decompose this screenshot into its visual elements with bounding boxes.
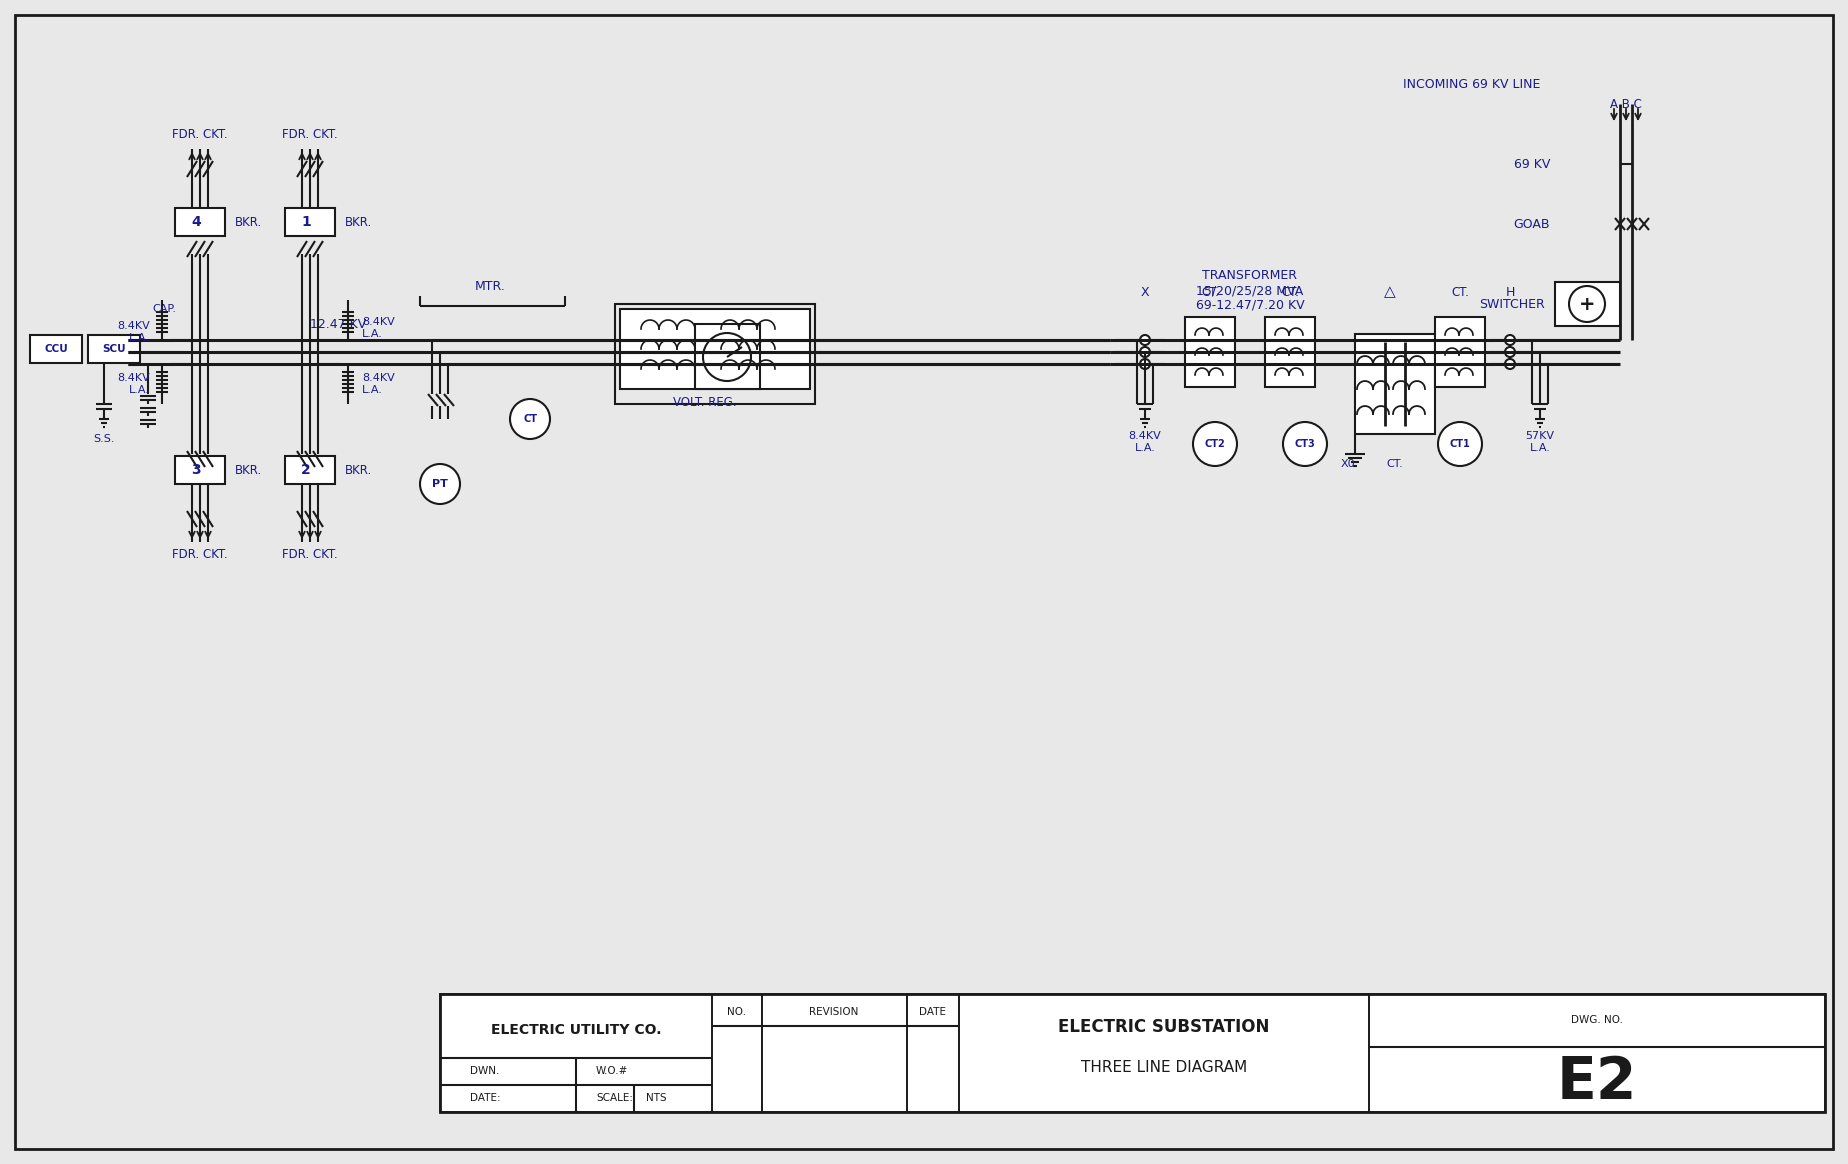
Circle shape bbox=[1569, 286, 1606, 322]
Text: 8.4KV
L.A.: 8.4KV L.A. bbox=[1129, 431, 1161, 453]
Text: H: H bbox=[1506, 285, 1515, 298]
Text: ELECTRIC SUBSTATION: ELECTRIC SUBSTATION bbox=[1059, 1018, 1270, 1036]
Text: ELECTRIC UTILITY CO.: ELECTRIC UTILITY CO. bbox=[492, 1023, 662, 1037]
Text: VOLT. REG.: VOLT. REG. bbox=[673, 396, 737, 409]
Text: CT.: CT. bbox=[1281, 285, 1299, 298]
Bar bbox=[1554, 282, 1621, 326]
Text: DWN.: DWN. bbox=[469, 1066, 499, 1076]
Bar bbox=[907, 994, 959, 1112]
Text: X: X bbox=[1140, 285, 1149, 298]
Text: A B C: A B C bbox=[1610, 98, 1641, 111]
Bar bbox=[89, 335, 140, 363]
Text: THREE LINE DIAGRAM: THREE LINE DIAGRAM bbox=[1081, 1059, 1247, 1074]
Text: CT3: CT3 bbox=[1295, 439, 1316, 449]
Text: 8.4KV
L.A.: 8.4KV L.A. bbox=[116, 374, 150, 395]
Bar bbox=[1266, 317, 1316, 386]
Bar bbox=[619, 308, 809, 389]
Circle shape bbox=[1140, 359, 1149, 369]
Circle shape bbox=[510, 399, 551, 439]
Text: NTS: NTS bbox=[647, 1093, 667, 1103]
Text: BKR.: BKR. bbox=[235, 463, 262, 476]
Bar bbox=[1355, 334, 1436, 434]
Text: FDR. CKT.: FDR. CKT. bbox=[172, 547, 227, 561]
Text: 69 KV: 69 KV bbox=[1514, 157, 1550, 170]
Text: 8.4KV
L.A.: 8.4KV L.A. bbox=[362, 318, 395, 339]
Text: BKR.: BKR. bbox=[346, 463, 371, 476]
Bar bbox=[176, 456, 225, 484]
Circle shape bbox=[1194, 423, 1236, 466]
Text: DATE: DATE bbox=[920, 1007, 946, 1017]
Text: E2: E2 bbox=[1556, 1053, 1637, 1110]
Text: TRANSFORMER
15/20/25/28 MVA
69-12.47/7.20 KV: TRANSFORMER 15/20/25/28 MVA 69-12.47/7.2… bbox=[1196, 269, 1305, 312]
Text: S.S.: S.S. bbox=[92, 434, 115, 443]
Bar bbox=[285, 456, 334, 484]
Bar bbox=[1369, 994, 1826, 1112]
Text: FDR. CKT.: FDR. CKT. bbox=[283, 128, 338, 141]
Text: CT1: CT1 bbox=[1449, 439, 1471, 449]
Bar bbox=[285, 208, 334, 236]
Circle shape bbox=[1140, 347, 1149, 357]
Circle shape bbox=[1438, 423, 1482, 466]
Text: 1: 1 bbox=[301, 215, 310, 229]
Text: X0: X0 bbox=[1340, 459, 1355, 469]
Text: 57KV
L.A.: 57KV L.A. bbox=[1525, 431, 1554, 453]
Text: GOAB: GOAB bbox=[1514, 218, 1550, 230]
Bar bbox=[1185, 317, 1234, 386]
Text: 8.4KV
L.A.: 8.4KV L.A. bbox=[362, 374, 395, 395]
Text: SWITCHER: SWITCHER bbox=[1478, 298, 1545, 311]
Text: CAP.: CAP. bbox=[152, 304, 176, 314]
Bar bbox=[1436, 317, 1486, 386]
Bar bbox=[761, 994, 907, 1112]
Text: REVISION: REVISION bbox=[809, 1007, 859, 1017]
Text: DATE:: DATE: bbox=[469, 1093, 501, 1103]
Bar bbox=[615, 304, 815, 404]
Text: CT: CT bbox=[523, 414, 538, 424]
Bar bbox=[30, 335, 81, 363]
Text: 3: 3 bbox=[190, 463, 201, 477]
Text: BKR.: BKR. bbox=[346, 215, 371, 228]
Circle shape bbox=[1504, 359, 1515, 369]
Circle shape bbox=[702, 333, 750, 381]
Text: FDR. CKT.: FDR. CKT. bbox=[283, 547, 338, 561]
Text: DWG. NO.: DWG. NO. bbox=[1571, 1015, 1623, 1025]
Circle shape bbox=[1504, 335, 1515, 345]
Text: INCOMING 69 KV LINE: INCOMING 69 KV LINE bbox=[1403, 78, 1539, 91]
Text: +: + bbox=[1578, 294, 1595, 313]
Bar bbox=[695, 324, 760, 389]
Bar bbox=[711, 994, 761, 1112]
Text: CT.: CT. bbox=[1201, 285, 1220, 298]
Text: CT.: CT. bbox=[1451, 285, 1469, 298]
Text: BKR.: BKR. bbox=[235, 215, 262, 228]
Circle shape bbox=[1504, 347, 1515, 357]
Text: CT2: CT2 bbox=[1205, 439, 1225, 449]
Text: 4: 4 bbox=[190, 215, 201, 229]
Text: PT: PT bbox=[432, 480, 447, 489]
Circle shape bbox=[419, 464, 460, 504]
Text: 8.4KV
L.A.: 8.4KV L.A. bbox=[116, 321, 150, 343]
Text: NO.: NO. bbox=[728, 1007, 747, 1017]
Circle shape bbox=[1140, 335, 1149, 345]
Text: SCU: SCU bbox=[102, 345, 126, 354]
Bar bbox=[176, 208, 225, 236]
Text: 2: 2 bbox=[301, 463, 310, 477]
Text: SCALE:: SCALE: bbox=[597, 1093, 634, 1103]
Text: 12.47 KV: 12.47 KV bbox=[310, 318, 366, 331]
Bar bbox=[959, 994, 1369, 1112]
Circle shape bbox=[1283, 423, 1327, 466]
Bar bbox=[440, 994, 1826, 1112]
Text: △: △ bbox=[1384, 284, 1395, 299]
Text: FDR. CKT.: FDR. CKT. bbox=[172, 128, 227, 141]
Bar bbox=[440, 994, 711, 1112]
Text: CCU: CCU bbox=[44, 345, 68, 354]
Text: W.O.#: W.O.# bbox=[597, 1066, 628, 1076]
Text: CT.: CT. bbox=[1386, 459, 1403, 469]
Text: MTR.: MTR. bbox=[475, 279, 505, 292]
